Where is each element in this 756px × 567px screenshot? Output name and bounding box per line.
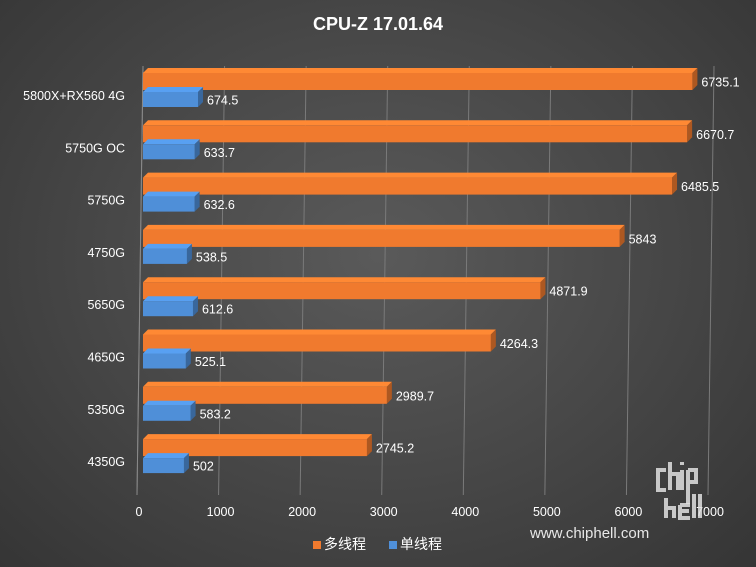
bar-single-value-label: 525.1 xyxy=(195,355,226,369)
x-tick-label: 5000 xyxy=(533,505,561,519)
legend: 多线程 单线程 xyxy=(313,536,442,552)
legend-label-multi: 多线程 xyxy=(324,536,366,552)
bar-single-value-label: 674.5 xyxy=(207,94,238,108)
y-axis-line xyxy=(136,65,144,496)
bar-single-value-label: 632.6 xyxy=(204,198,235,212)
chart-title: CPU-Z 17.01.64 xyxy=(313,14,443,34)
legend-swatch-single xyxy=(389,541,397,549)
bar-multi xyxy=(143,381,392,404)
category-label: 4750G xyxy=(87,246,125,260)
x-tick-label: 1000 xyxy=(207,505,235,519)
watermark-url: www.chiphell.com xyxy=(529,525,649,542)
bar-single-value-label: 502 xyxy=(193,460,214,474)
x-axis-ticks: 0 1000 2000 3000 4000 5000 6000 7000 xyxy=(136,505,724,519)
watermark: www.chiphell.com xyxy=(529,462,702,542)
legend-label-single: 单线程 xyxy=(400,536,442,552)
bar-single xyxy=(143,243,192,264)
bar-multi xyxy=(143,224,625,247)
bar-multi-value-label: 4264.3 xyxy=(500,337,538,351)
bar-multi xyxy=(143,68,698,90)
x-tick-label: 0 xyxy=(136,505,143,519)
bar-single xyxy=(143,453,189,474)
bar-multi-value-label: 4871.9 xyxy=(549,285,587,299)
x-tick-label: 3000 xyxy=(370,505,398,519)
bar-single xyxy=(143,139,200,160)
bar-multi-value-label: 6670.7 xyxy=(696,128,734,142)
x-tick-label: 2000 xyxy=(288,505,316,519)
category-label: 4350G xyxy=(87,455,125,469)
bar-single-value-label: 538.5 xyxy=(196,250,227,264)
category-label: 5800X+RX560 4G xyxy=(23,89,125,103)
chiphell-logo xyxy=(656,462,702,520)
bar-single xyxy=(143,191,200,212)
category-label: 5650G xyxy=(87,298,125,312)
bar-multi-value-label: 2745.2 xyxy=(376,442,414,456)
legend-swatch-multi xyxy=(313,541,321,549)
bar-multi-value-label: 2989.7 xyxy=(396,389,434,403)
bar-multi-value-label: 6735.1 xyxy=(701,76,739,90)
bar-multi xyxy=(143,120,693,143)
category-labels: 5800X+RX560 4G 5750G OC 5750G 4750G 5650G 465… xyxy=(23,89,125,469)
bar-multi xyxy=(143,172,678,195)
x-tick-label: 4000 xyxy=(451,505,479,519)
gridline xyxy=(707,65,715,496)
bar-single-value-label: 612.6 xyxy=(202,303,233,317)
bar-multi-value-label: 5843 xyxy=(629,232,657,246)
category-label: 5750G xyxy=(87,194,125,208)
bar-single xyxy=(143,348,191,369)
bar-multi xyxy=(143,277,546,300)
bar-single xyxy=(143,87,204,107)
x-tick-label: 6000 xyxy=(615,505,643,519)
bar-single-value-label: 583.2 xyxy=(200,407,231,421)
category-label: 4650G xyxy=(87,351,125,365)
category-label: 5750G OC xyxy=(65,141,125,155)
bar-single-value-label: 633.7 xyxy=(204,146,235,160)
category-label: 5350G xyxy=(87,403,125,417)
bar-single xyxy=(143,296,198,317)
bar-multi xyxy=(143,329,496,352)
bar-multi xyxy=(143,434,372,457)
x-tick-label: 7000 xyxy=(696,505,724,519)
bar-single xyxy=(143,400,196,421)
bars: 6735.1 674.5 6670.7 633.7 6485.5 632.6 5843 538… xyxy=(143,68,740,474)
bar-multi-value-label: 6485.5 xyxy=(681,180,719,194)
